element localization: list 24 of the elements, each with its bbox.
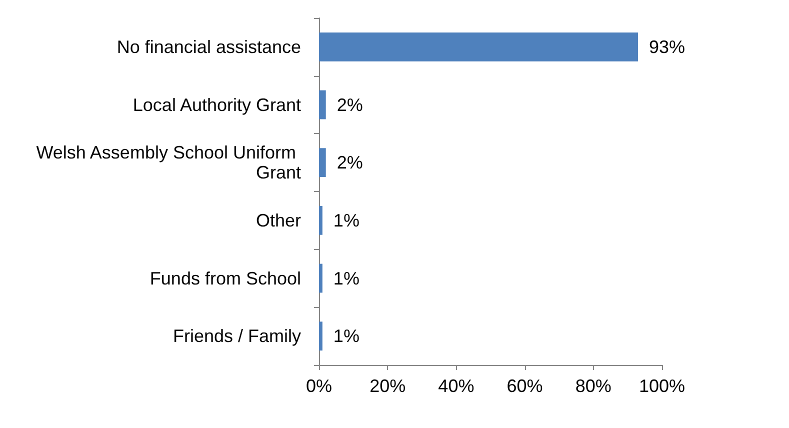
data-label: 93%: [648, 36, 686, 57]
bar: [319, 32, 638, 62]
x-tick-label: 0%: [306, 376, 332, 396]
data-label: 2%: [336, 152, 363, 173]
x-tick-label: 60%: [506, 376, 543, 396]
bar: [319, 264, 322, 293]
bar: [319, 206, 322, 235]
x-tick-label: 80%: [575, 376, 612, 396]
data-label: 2%: [336, 94, 363, 115]
x-tick-label: 20%: [370, 376, 406, 396]
y-tick-label: Local Authority Grant: [132, 94, 301, 115]
x-tick-label: 40%: [438, 376, 474, 396]
data-label: 1%: [333, 268, 360, 288]
data-label: 1%: [333, 326, 360, 346]
y-tick-label: Friends / Family: [172, 326, 301, 346]
bar: [319, 90, 326, 120]
y-tick-label: Welsh Assembly School Uniform Grant: [36, 142, 301, 183]
y-tick-label: No financial assistance: [116, 36, 301, 57]
bar: [319, 322, 322, 351]
y-tick-label: Funds from School: [150, 268, 301, 288]
x-tick-label: 100%: [638, 376, 686, 396]
bar: [319, 148, 326, 178]
y-tick-label: Other: [256, 210, 301, 230]
data-label: 1%: [333, 210, 360, 230]
